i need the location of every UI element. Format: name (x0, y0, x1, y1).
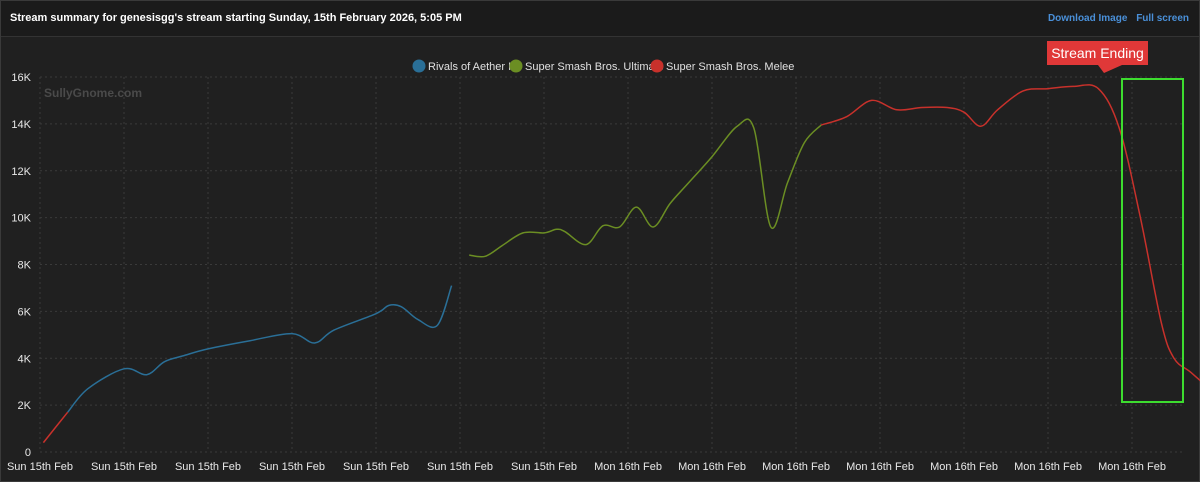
panel-header: Stream summary for genesisgg's stream st… (1, 1, 1199, 37)
y-tick-label: 2K (18, 400, 32, 412)
x-tick-label: Mon 16th Feb (846, 461, 914, 473)
x-tick-label: Sun 15th Feb (427, 461, 493, 473)
x-tick-label: Sun 15th Feb (175, 461, 241, 473)
legend-label-super-smash-bros-melee[interactable]: Super Smash Bros. Melee (666, 61, 794, 73)
y-tick-label: 12K (11, 166, 31, 178)
header-links: Download Image Full screen (1042, 13, 1189, 24)
y-tick-label: 8K (18, 260, 32, 272)
stream-ending-highlight-box (1121, 78, 1184, 403)
legend-label-rivals-of-aether-ii[interactable]: Rivals of Aether II (428, 61, 514, 73)
series-line-super-smash-bros-melee (820, 84, 1200, 382)
x-tick-label: Mon 16th Feb (594, 461, 662, 473)
series-line-super-smash-bros-ultimate (469, 118, 822, 258)
callout-pointer (1098, 65, 1122, 73)
x-tick-label: Sun 15th Feb (511, 461, 577, 473)
full-screen-link[interactable]: Full screen (1136, 13, 1189, 24)
x-tick-label: Mon 16th Feb (762, 461, 830, 473)
series-line-super-smash-bros-melee (42, 411, 69, 444)
x-tick-label: Sun 15th Feb (7, 461, 73, 473)
x-tick-label: Mon 16th Feb (678, 461, 746, 473)
grid-lines (39, 76, 1185, 453)
series-lines (42, 84, 1200, 444)
y-tick-label: 16K (11, 72, 31, 84)
legend-label-super-smash-bros-ultimate[interactable]: Super Smash Bros. Ultimate (525, 61, 664, 73)
x-tick-label: Sun 15th Feb (259, 461, 325, 473)
legend[interactable]: Rivals of Aether II Super Smash Bros. Ult… (412, 59, 795, 74)
x-tick-label: Sun 15th Feb (343, 461, 409, 473)
legend-marker-rivals-of-aether-ii[interactable] (412, 59, 426, 73)
page-title: Stream summary for genesisgg's stream st… (10, 12, 462, 24)
stream-ending-callout: Stream Ending (1047, 41, 1148, 65)
legend-marker-super-smash-bros-ultimate[interactable] (509, 59, 523, 73)
y-tick-label: 0 (25, 447, 31, 459)
x-axis: Sun 15th Feb Sun 15th Feb Sun 15th Feb Sun … (7, 461, 1166, 473)
y-axis: 0 2K 4K 6K 8K 10K 12K 14K 16K (11, 72, 31, 459)
series-line-rivals-of-aether-ii (67, 285, 453, 413)
legend-marker-super-smash-bros-melee[interactable] (650, 59, 664, 73)
x-tick-label: Mon 16th Feb (1098, 461, 1166, 473)
x-tick-label: Sun 15th Feb (91, 461, 157, 473)
watermark-text: SullyGnome.com (44, 86, 142, 100)
y-tick-label: 14K (11, 119, 31, 131)
y-tick-label: 4K (18, 353, 32, 365)
y-tick-label: 6K (18, 306, 32, 318)
x-tick-label: Mon 16th Feb (930, 461, 998, 473)
y-tick-label: 10K (11, 213, 31, 225)
download-image-link[interactable]: Download Image (1047, 13, 1128, 24)
x-tick-label: Mon 16th Feb (1014, 461, 1082, 473)
